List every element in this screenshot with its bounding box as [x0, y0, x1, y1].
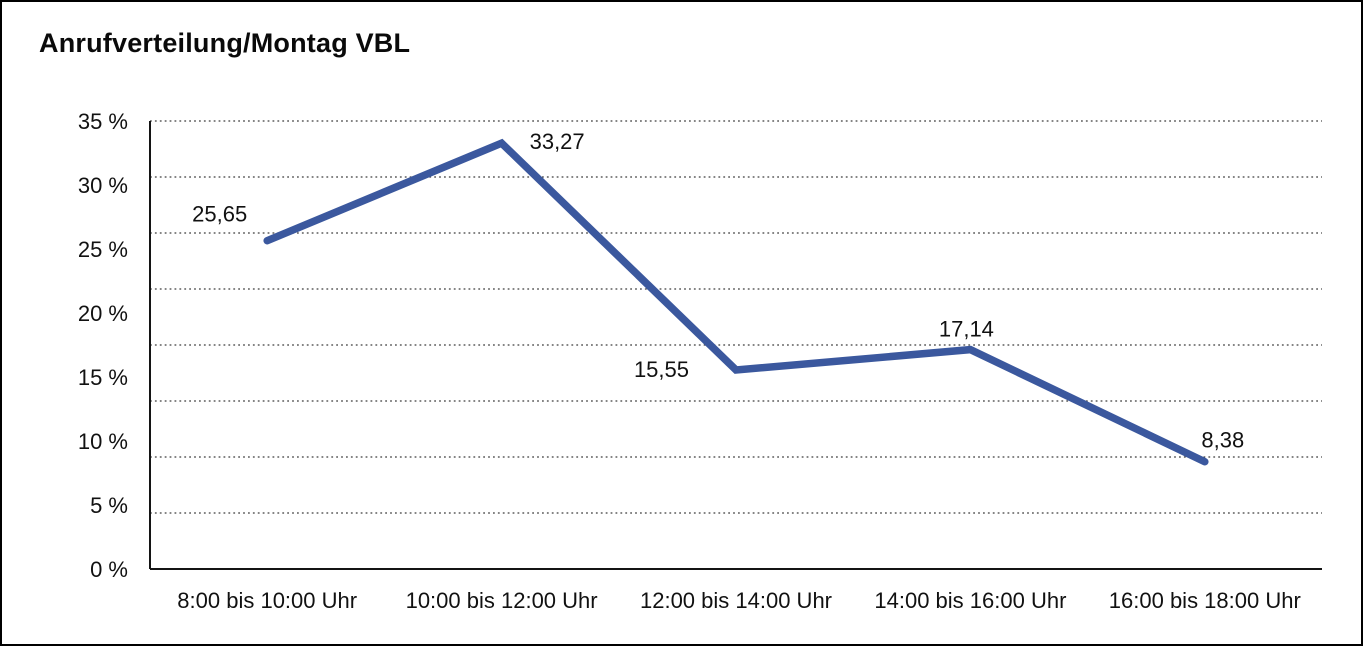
y-axis-tick-label: 30 % — [78, 173, 128, 198]
x-axis-category-label: 14:00 bis 16:00 Uhr — [874, 588, 1066, 613]
y-axis-tick-label: 25 % — [78, 237, 128, 262]
x-axis-category-label: 8:00 bis 10:00 Uhr — [177, 588, 357, 613]
chart-title: Anrufverteilung/Montag VBL — [39, 28, 411, 58]
data-point-label: 8,38 — [1201, 428, 1244, 453]
y-axis-tick-label: 35 % — [78, 109, 128, 134]
y-axis-tick-label: 15 % — [78, 365, 128, 390]
data-point-label: 25,65 — [192, 202, 247, 227]
y-axis-tick-label: 10 % — [78, 429, 128, 454]
data-point-label: 17,14 — [939, 317, 994, 342]
data-series-line — [263, 138, 1209, 466]
data-point-label: 15,55 — [634, 357, 689, 382]
y-axis-tick-label: 20 % — [78, 301, 128, 326]
x-axis-category-label: 16:00 bis 18:00 Uhr — [1109, 588, 1301, 613]
data-point-label: 33,27 — [530, 129, 585, 154]
y-axis-tick-label: 0 % — [90, 557, 128, 582]
y-axis-tick-label: 5 % — [90, 493, 128, 518]
x-axis-category-label: 12:00 bis 14:00 Uhr — [640, 588, 832, 613]
x-axis-category-label: 10:00 bis 12:00 Uhr — [406, 588, 598, 613]
